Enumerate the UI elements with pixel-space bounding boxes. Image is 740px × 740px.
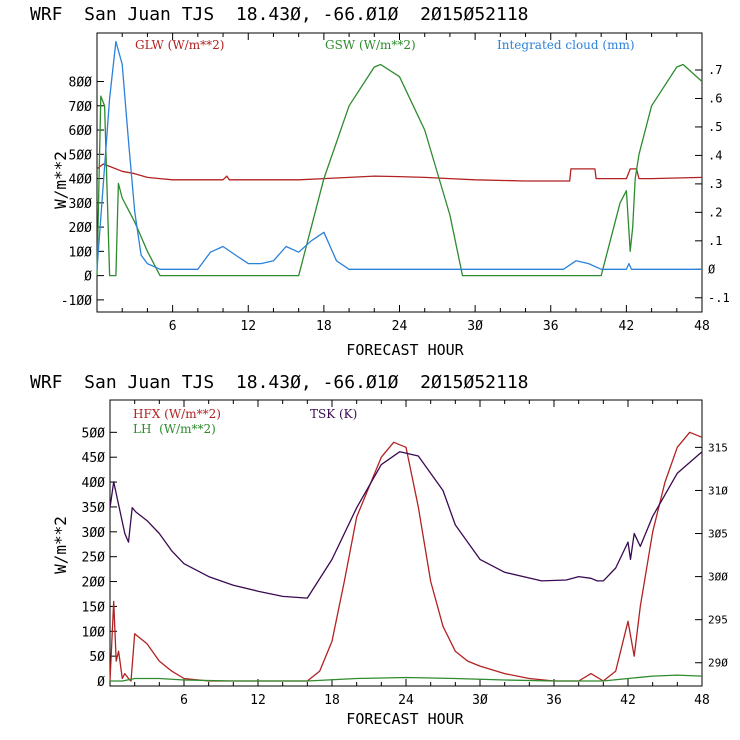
top-y2-tick-label: -.1 [708,291,730,305]
top-y-tick-label: 1ØØ [69,245,93,260]
top-y-tick-label: 3ØØ [69,197,93,212]
top-x-tick-label: 36 [543,319,559,334]
bottom-series-tsk-line [109,451,703,599]
top-x-tick-label: 6 [169,319,177,334]
top-y-tick-label: 4ØØ [69,173,93,188]
bottom-y-tick-label: 35Ø [82,501,106,516]
bottom-y2-tick-label: 3Ø5 [708,528,728,541]
top-panel: WRF San Juan TJS 18.43Ø, -66.Ø1Ø 2Ø15Ø52… [30,4,730,359]
top-legend-gsw: GSW (W/m**2) [325,38,416,52]
top-y-tick-label: 7ØØ [69,100,93,115]
bottom-series-lines [109,431,703,682]
top-legend-cloud: Integrated cloud (mm) [497,38,635,52]
bottom-x-tick-label: 42 [620,693,636,708]
bottom-y-tick-label: 45Ø [82,451,106,466]
bottom-x-tick-label: 3Ø [472,693,488,708]
bottom-x-axis-label: FORECAST HOUR [346,710,464,728]
top-x-axis-label: FORECAST HOUR [346,341,464,359]
top-y2-tick-label: Ø [708,262,716,276]
bottom-panel: WRF San Juan TJS 18.43Ø, -66.Ø1Ø 2Ø15Ø52… [30,372,728,728]
bottom-x-tick-label: 12 [250,693,266,708]
bottom-y2-tick-label: 29Ø [708,657,728,670]
bottom-y2-tick-label: 295 [708,614,728,627]
top-x-tick-label: 3Ø [467,319,483,334]
top-x-tick-label: 42 [619,319,635,334]
bottom-series-hfx-line [109,431,703,682]
bottom-legend-lh: LH (W/m**2) [133,422,216,436]
bottom-y-axis-label: W/m**2 [51,516,70,574]
bottom-y-tick-label: Ø [97,675,105,690]
top-y2-tick-label: .4 [708,148,722,162]
bottom-legend-hfx: HFX (W/m**2) [133,407,221,421]
top-legend-glw: GLW (W/m**2) [135,38,224,52]
top-y2-tick-label: .1 [708,234,722,248]
top-axes-ticks: 6 12 18 24 3Ø 36 42 48 -1ØØ Ø 1ØØ 2ØØ 3ØØ 4ØØ 5ØØ 6ØØ 7Ø… [61,33,730,334]
top-x-tick-label: 12 [240,319,256,334]
bottom-y-tick-label: 2ØØ [82,576,106,591]
bottom-x-tick-label: 36 [546,693,562,708]
top-x-tick-label: 24 [392,319,408,334]
bottom-y-tick-label: 25Ø [82,551,106,566]
top-y2-tick-label: .7 [708,63,722,77]
top-y-axis-label: W/m**2 [51,151,70,209]
bottom-series-lh-line [110,674,703,682]
top-y2-tick-label: .6 [708,91,722,105]
top-x-tick-label: 48 [694,319,710,334]
top-y2-tick-label: .3 [708,177,722,191]
bottom-chart-title: WRF San Juan TJS 18.43Ø, -66.Ø1Ø 2Ø15Ø52… [30,372,529,393]
top-y-tick-label: 5ØØ [69,148,93,163]
bottom-y-tick-label: 3ØØ [82,526,106,541]
top-y-tick-label: Ø [84,270,92,285]
bottom-y2-tick-label: 315 [708,441,728,454]
bottom-x-tick-label: 48 [694,693,710,708]
bottom-y-tick-label: 5ØØ [82,426,106,441]
top-series-glw-line [96,163,703,182]
top-x-tick-label: 18 [316,319,332,334]
bottom-y2-tick-label: 31Ø [708,484,728,497]
top-y-tick-label: -1ØØ [61,294,92,309]
top-y2-tick-label: .5 [708,120,722,134]
top-chart-title: WRF San Juan TJS 18.43Ø, -66.Ø1Ø 2Ø15Ø52… [30,4,529,25]
bottom-y-tick-label: 5Ø [89,650,105,665]
bottom-legend-tsk: TSK (K) [310,407,357,421]
bottom-x-tick-label: 6 [180,693,188,708]
top-y2-tick-label: .2 [708,205,722,219]
bottom-y-tick-label: 1ØØ [82,625,106,640]
bottom-y-tick-label: 4ØØ [82,476,106,491]
top-y-tick-label: 8ØØ [69,76,93,91]
bottom-axes-ticks: 6 12 18 24 3Ø 36 42 48 Ø 5Ø 1ØØ 15Ø 2ØØ 25Ø 3ØØ 35Ø 4ØØ 4… [82,400,728,708]
top-series-gsw-line [96,63,703,277]
top-y-tick-label: 6ØØ [69,124,93,139]
top-series-integrated-line [96,40,702,270]
bottom-x-tick-label: 24 [398,693,414,708]
bottom-y-tick-label: 15Ø [82,600,106,615]
top-y-tick-label: 2ØØ [69,221,93,236]
bottom-x-tick-label: 18 [324,693,340,708]
top-series-lines [96,40,703,277]
bottom-y2-tick-label: 3ØØ [708,571,728,584]
